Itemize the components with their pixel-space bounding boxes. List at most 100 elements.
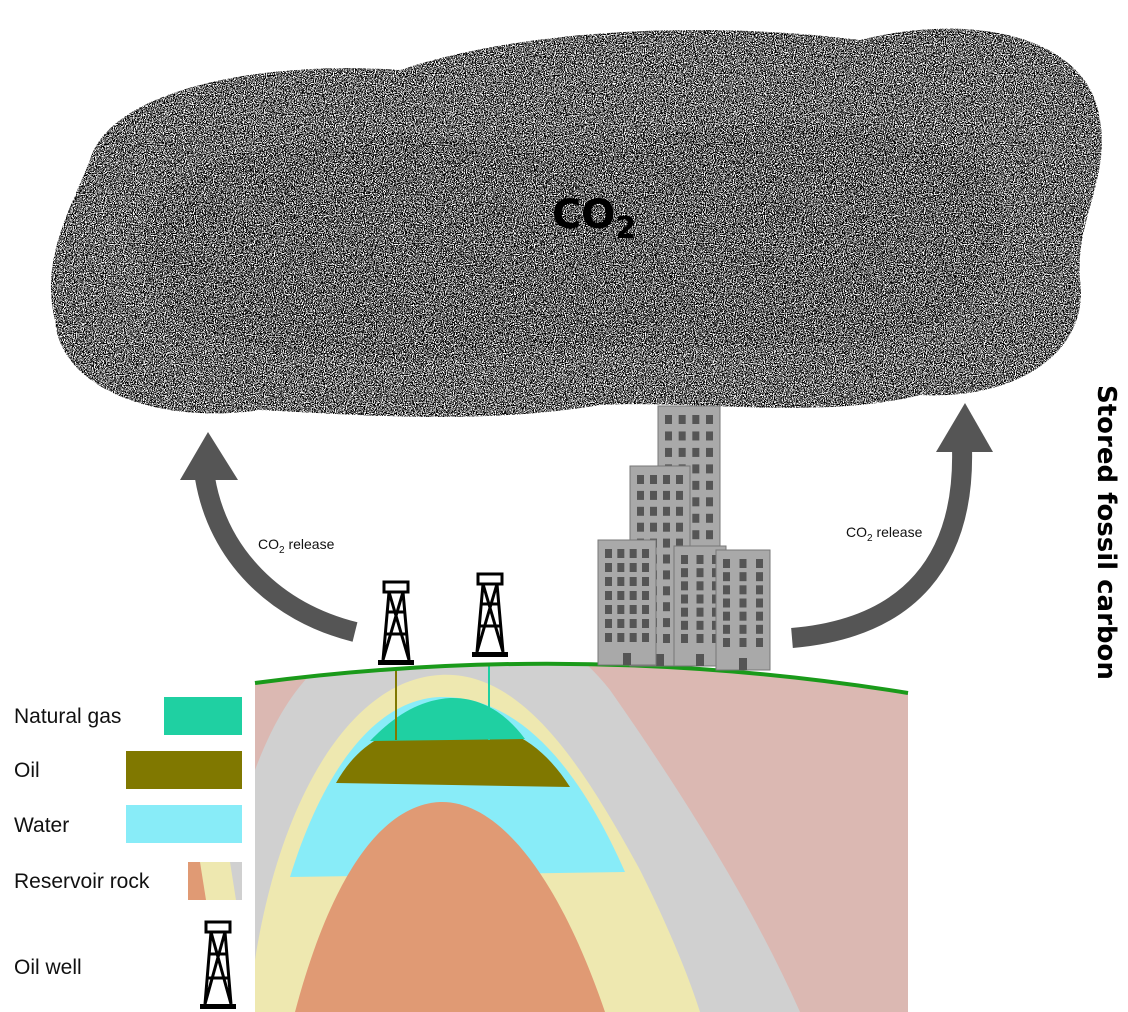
building-window bbox=[692, 447, 700, 457]
building-window bbox=[739, 559, 747, 568]
building-window bbox=[692, 497, 700, 507]
building-window bbox=[637, 506, 644, 516]
building-window bbox=[676, 490, 683, 500]
building-window bbox=[756, 598, 763, 608]
building-window bbox=[676, 522, 683, 532]
building-window bbox=[723, 611, 730, 621]
building-window bbox=[617, 591, 625, 600]
building-window bbox=[676, 475, 683, 484]
geology-cross-section bbox=[255, 663, 908, 1012]
natural-gas-layer bbox=[370, 697, 525, 741]
building-window bbox=[696, 620, 704, 630]
building-window bbox=[629, 549, 637, 558]
building-window bbox=[723, 624, 730, 634]
building-window bbox=[756, 559, 763, 568]
building-window bbox=[637, 475, 644, 484]
building bbox=[597, 539, 657, 666]
building-window bbox=[642, 605, 649, 614]
building-window bbox=[739, 638, 747, 647]
building-window bbox=[706, 530, 713, 540]
building-window bbox=[692, 480, 700, 490]
oil-derrick-icon bbox=[472, 572, 508, 657]
building bbox=[715, 549, 771, 671]
building-window bbox=[676, 538, 683, 548]
building-window bbox=[696, 607, 704, 617]
building-window bbox=[696, 568, 704, 578]
building-window bbox=[605, 605, 612, 614]
building-window bbox=[617, 549, 625, 558]
building-window bbox=[692, 431, 700, 441]
building-window bbox=[681, 620, 688, 630]
building-window bbox=[696, 555, 704, 564]
building-window bbox=[629, 605, 637, 614]
building-window bbox=[706, 415, 713, 424]
building-window bbox=[665, 415, 672, 424]
building-window bbox=[642, 619, 649, 628]
building-window bbox=[706, 431, 713, 441]
building-window bbox=[739, 585, 747, 595]
building-window bbox=[665, 447, 672, 457]
building-window bbox=[739, 624, 747, 634]
building-window bbox=[637, 522, 644, 532]
oil-derrick-icon bbox=[200, 920, 236, 1009]
building-window bbox=[706, 447, 713, 457]
building-window bbox=[756, 638, 763, 647]
building-window bbox=[663, 570, 670, 580]
building-window bbox=[706, 513, 713, 523]
building-window bbox=[605, 563, 612, 572]
building-window bbox=[756, 585, 763, 595]
building-window bbox=[739, 611, 747, 621]
city-buildings bbox=[597, 405, 771, 671]
building-window bbox=[663, 618, 670, 628]
building-window bbox=[723, 572, 730, 582]
building-window bbox=[605, 549, 612, 558]
building-window bbox=[650, 522, 657, 532]
building-window bbox=[723, 638, 730, 647]
building-window bbox=[756, 624, 763, 634]
building-window bbox=[637, 490, 644, 500]
building-window bbox=[663, 554, 670, 564]
building-window bbox=[723, 585, 730, 595]
arrowhead-icon bbox=[180, 432, 238, 480]
building-window bbox=[663, 490, 670, 500]
building-window bbox=[692, 513, 700, 523]
building-window bbox=[692, 530, 700, 540]
left-release-label: CO2 release bbox=[258, 536, 335, 556]
building-window bbox=[663, 522, 670, 532]
building-window bbox=[681, 634, 688, 643]
arrowhead-icon bbox=[936, 403, 993, 452]
legend-water-swatch bbox=[126, 805, 242, 843]
building-window bbox=[696, 581, 704, 591]
legend-oil-swatch bbox=[126, 751, 242, 789]
building-window bbox=[642, 563, 649, 572]
legend-water-label: Water bbox=[14, 814, 69, 837]
building-window bbox=[665, 431, 672, 441]
building-window bbox=[723, 559, 730, 568]
left-release-arrow: CO2 release bbox=[180, 432, 358, 642]
building-window bbox=[706, 480, 713, 490]
building-window bbox=[681, 555, 688, 564]
legend-oil-well-label: Oil well bbox=[14, 956, 82, 979]
building-window bbox=[723, 598, 730, 608]
right-release-arrow: CO2 release bbox=[791, 403, 993, 648]
building-window bbox=[617, 605, 625, 614]
oil-derrick-icon bbox=[378, 580, 414, 665]
building-window bbox=[605, 619, 612, 628]
building-door bbox=[623, 653, 631, 665]
building-window bbox=[678, 447, 686, 457]
building-window bbox=[642, 633, 649, 642]
building-window bbox=[650, 490, 657, 500]
building-window bbox=[650, 506, 657, 516]
co2-cloud: CO2 bbox=[50, 28, 1102, 417]
building-window bbox=[739, 572, 747, 582]
building-window bbox=[681, 581, 688, 591]
building-window bbox=[756, 611, 763, 621]
building-window bbox=[617, 619, 625, 628]
side-title: Stored fossil carbon bbox=[1091, 385, 1121, 680]
building-window bbox=[629, 577, 637, 586]
building-window bbox=[756, 572, 763, 582]
building-window bbox=[617, 577, 625, 586]
building-door bbox=[656, 654, 664, 666]
building-window bbox=[681, 568, 688, 578]
